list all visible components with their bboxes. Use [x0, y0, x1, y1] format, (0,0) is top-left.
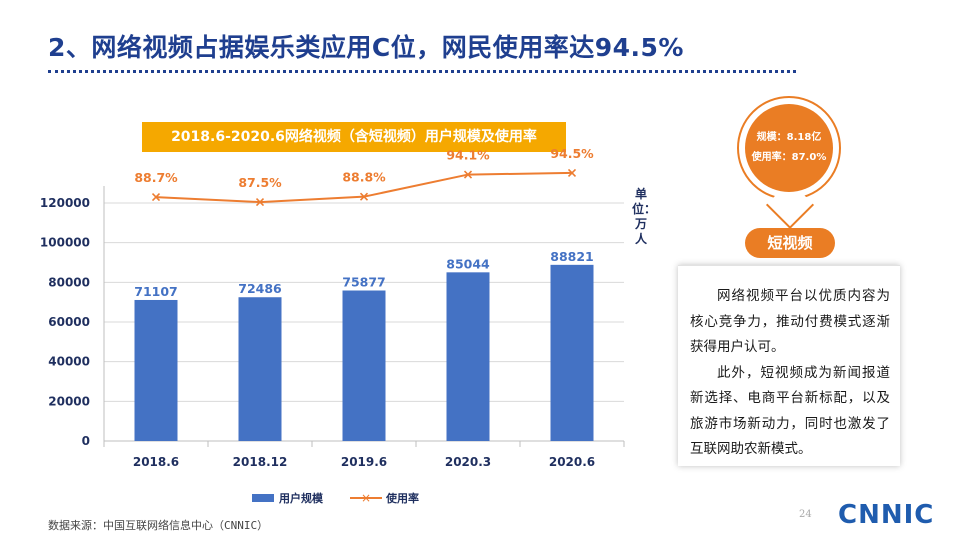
description-paragraph: 此外，短视频成为新闻报道新选择、电商平台新标配，以及旅游市场新动力，同时也激发了…	[690, 364, 890, 458]
cnnic-logo: CNNIC	[838, 500, 935, 530]
description-box: 网络视频平台以优质内容为核心竞争力，推动付费模式逐渐获得用户认可。 此外，短视频…	[678, 265, 900, 466]
rate-value-label: 88.7%	[134, 170, 178, 185]
callout-scale: 规模：8.18亿	[756, 132, 822, 143]
rate-value-label: 87.5%	[238, 175, 282, 190]
y-tick-label: 20000	[48, 394, 90, 408]
unit-label: 单位：万人	[632, 187, 657, 246]
callout-stats: 规模：8.18亿 使用率：87.0%	[745, 104, 833, 192]
y-tick-label: 80000	[48, 275, 90, 289]
rate-value-label: 88.8%	[342, 170, 386, 185]
bar	[238, 297, 282, 441]
page-title: 2、网络视频占据娱乐类应用C位，网民使用率达94.5%	[48, 33, 684, 62]
rate-value-label: 94.1%	[446, 148, 490, 163]
rate-point	[567, 168, 577, 177]
legend-bar-swatch	[252, 494, 274, 502]
callout-rate: 使用率：87.0%	[751, 152, 827, 163]
bar-value-label: 72486	[238, 281, 282, 296]
rate-point-stroke	[463, 170, 473, 179]
y-tick-label: 120000	[40, 196, 90, 210]
legend-bar-label: 用户规模	[279, 491, 324, 505]
x-tick-label: 2020.6	[549, 455, 595, 469]
rate-point-stroke	[255, 198, 265, 207]
description-paragraph: 网络视频平台以优质内容为核心竞争力，推动付费模式逐渐获得用户认可。	[690, 288, 890, 355]
x-tick-label: 2019.6	[341, 455, 387, 469]
bar-value-label: 88821	[550, 249, 594, 264]
data-source: 数据来源：中国互联网络信息中心（CNNIC）	[48, 519, 269, 532]
x-tick-label: 2018.6	[133, 455, 179, 469]
y-tick-label: 40000	[48, 355, 90, 369]
rate-point	[255, 198, 265, 207]
bar-value-label: 71107	[134, 284, 178, 299]
bar-value-label: 85044	[446, 256, 490, 271]
chart-title: 2018.6-2020.6网络视频（含短视频）用户规模及使用率	[142, 122, 566, 152]
bar-value-label: 75877	[342, 275, 386, 290]
rate-point-stroke	[359, 192, 369, 201]
title-divider	[48, 70, 796, 73]
page-number: 24	[799, 509, 812, 520]
bar	[446, 272, 490, 441]
x-tick-label: 2020.3	[445, 455, 491, 469]
y-tick-label: 100000	[40, 236, 90, 250]
bar	[134, 299, 178, 441]
rate-point	[463, 170, 473, 179]
rate-value-label: 94.5%	[550, 146, 594, 161]
line-series: 88.7% 87.5% 88.8% 94.1% 94.5%	[134, 146, 594, 207]
short-video-tag: 短视频	[745, 228, 835, 258]
y-tick-label: 60000	[48, 315, 90, 329]
rate-point-stroke	[151, 193, 161, 202]
bar	[550, 264, 594, 441]
legend: 用户规模 × 使用率	[252, 491, 419, 505]
rate-point	[359, 192, 369, 201]
bar	[342, 290, 386, 441]
rate-point-stroke	[567, 168, 577, 177]
y-tick-label: 0	[82, 434, 90, 448]
legend-line-marker: ×	[361, 491, 371, 505]
x-tick-label: 2018.12	[233, 455, 288, 469]
bar-series: 71107 72486 75877 85044 88821	[134, 249, 594, 441]
rate-point	[151, 193, 161, 202]
legend-line-label: 使用率	[385, 491, 419, 505]
axes: 0 20000 40000 60000 80000 100000 120000 2018.6 2…	[40, 186, 625, 469]
